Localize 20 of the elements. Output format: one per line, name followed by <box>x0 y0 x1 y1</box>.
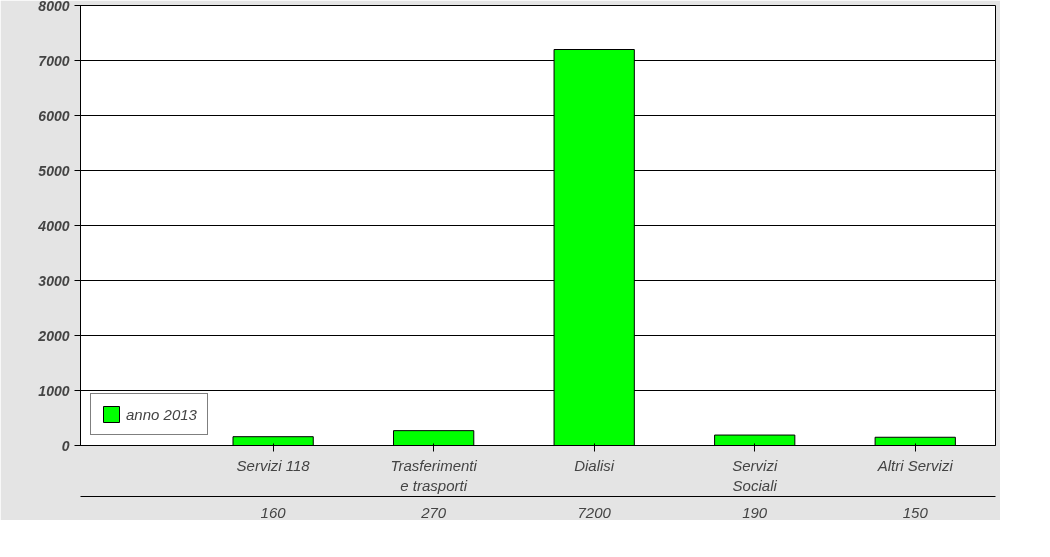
data-label: 190 <box>742 503 768 521</box>
x-tick-label: Altri Servizi <box>876 456 954 474</box>
y-tick-label: 3000 <box>38 272 70 289</box>
legend-label: anno 2013 <box>126 405 197 423</box>
data-label: 270 <box>420 503 447 521</box>
x-tick-label: Servizi 118 <box>236 456 311 474</box>
y-tick-label: 0 <box>61 437 70 454</box>
x-tick-label: Dialisi <box>574 456 615 474</box>
data-label: 7200 <box>577 503 612 521</box>
y-tick-label: 8000 <box>38 0 70 14</box>
y-tick-label: 4000 <box>37 217 70 234</box>
y-tick-label: 5000 <box>38 162 70 179</box>
data-label: 160 <box>260 503 287 521</box>
data-label: 150 <box>902 503 929 521</box>
y-tick-label: 6000 <box>38 107 70 124</box>
y-tick-label: 2000 <box>37 327 70 344</box>
x-tick-label: Servizi Sociali <box>732 456 778 494</box>
y-tick-label: 7000 <box>38 52 70 69</box>
y-tick-label: 1000 <box>38 382 70 399</box>
x-tick-label: Trasferimenti e trasporti <box>390 456 478 494</box>
